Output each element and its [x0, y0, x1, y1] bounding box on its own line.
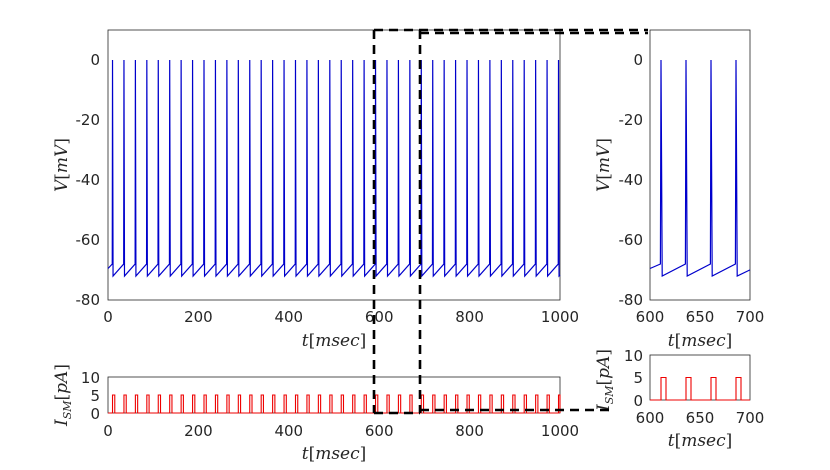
- main-current-xticks: 0 200 400 600 800 1000: [103, 422, 579, 440]
- main-current-ytick-5: 5: [90, 387, 100, 405]
- zoom-voltage-xtick-600: 600: [636, 308, 665, 326]
- main-current-panel: 10 5 0 0 200 400 600 800 1000 ISM[pA] t[…: [52, 364, 579, 464]
- zoom-voltage-trace: [649, 59, 751, 277]
- main-voltage-ytick-neg60: -60: [76, 231, 101, 249]
- zoom-voltage-ytick-0: 0: [633, 51, 643, 69]
- zoom-voltage-ytick-neg20: -20: [619, 111, 644, 129]
- zoom-current-xlabel: t[msec]: [668, 431, 733, 451]
- zoom-voltage-frame: [649, 29, 751, 301]
- zoom-current-ytick-0: 0: [633, 392, 643, 410]
- main-voltage-ytick-neg20: -20: [76, 111, 101, 129]
- main-voltage-ylabel: V[mV]: [52, 138, 72, 192]
- main-voltage-ytick-neg80: -80: [76, 291, 101, 309]
- zoom-indicator: [372, 28, 648, 415]
- zoom-current-xticks: 600 650 700: [636, 409, 765, 427]
- main-voltage-xlabel: t[msec]: [302, 331, 367, 351]
- zoom-current-xtick-600: 600: [636, 409, 665, 427]
- main-voltage-xticks: 0 200 400 600 800 1000: [103, 308, 579, 326]
- zoom-current-trace: [650, 376, 750, 401]
- main-current-ytick-10: 10: [81, 369, 100, 387]
- main-voltage-ytick-0: 0: [90, 51, 100, 69]
- main-current-ytick-0: 0: [90, 405, 100, 423]
- main-current-yticks: 10 5 0: [81, 369, 100, 423]
- zoom-current-ytick-10: 10: [624, 347, 643, 365]
- zoom-voltage-ytick-neg40: -40: [619, 171, 644, 189]
- main-voltage-xtick-0: 0: [103, 308, 113, 326]
- zoom-current-xtick-650: 650: [686, 409, 715, 427]
- main-voltage-yticks: 0 -20 -40 -60 -80: [76, 51, 101, 309]
- zoom-current-panel: 10 5 0 600 650 700 ISM[pA] t[msec]: [594, 347, 764, 451]
- zoom-current-yticks: 10 5 0: [624, 347, 643, 410]
- main-current-xtick-600: 600: [365, 422, 394, 440]
- main-voltage-xtick-400: 400: [274, 308, 303, 326]
- zoom-current-ylabel: ISM[pA]: [594, 349, 616, 412]
- zoom-voltage-ytick-neg60: -60: [619, 231, 644, 249]
- main-voltage-xtick-200: 200: [184, 308, 213, 326]
- zoom-voltage-xticks: 600 650 700: [636, 308, 765, 326]
- zoom-voltage-panel: 0 -20 -40 -60 -80 600 650 700 V[mV] t[ms…: [594, 29, 765, 351]
- main-current-xlabel: t[msec]: [302, 444, 367, 464]
- zoom-voltage-ylabel: V[mV]: [594, 138, 614, 192]
- main-current-ylabel: ISM[pA]: [52, 364, 74, 427]
- main-current-xtick-800: 800: [455, 422, 484, 440]
- zoom-voltage-ytick-neg80: -80: [619, 291, 644, 309]
- main-current-xtick-400: 400: [274, 422, 303, 440]
- main-voltage-panel: 0 -20 -40 -60 -80 0 200 400 600 800 1000…: [52, 29, 579, 351]
- main-current-xtick-1000: 1000: [541, 422, 579, 440]
- zoom-voltage-xlabel: t[msec]: [668, 331, 733, 351]
- zoom-voltage-xtick-700: 700: [736, 308, 765, 326]
- zoom-current-ytick-5: 5: [633, 369, 643, 387]
- main-current-xtick-200: 200: [184, 422, 213, 440]
- main-voltage-trace: [107, 59, 561, 278]
- zoom-voltage-xtick-650: 650: [686, 308, 715, 326]
- main-voltage-xtick-600: 600: [365, 308, 394, 326]
- main-voltage-ytick-neg40: -40: [76, 171, 101, 189]
- main-voltage-xtick-1000: 1000: [541, 308, 579, 326]
- main-current-trace: [108, 394, 561, 414]
- main-current-xtick-0: 0: [103, 422, 113, 440]
- zoom-voltage-yticks: 0 -20 -40 -60 -80: [619, 51, 644, 309]
- main-voltage-xtick-800: 800: [455, 308, 484, 326]
- main-voltage-frame: [107, 29, 561, 301]
- zoom-current-xtick-700: 700: [736, 409, 765, 427]
